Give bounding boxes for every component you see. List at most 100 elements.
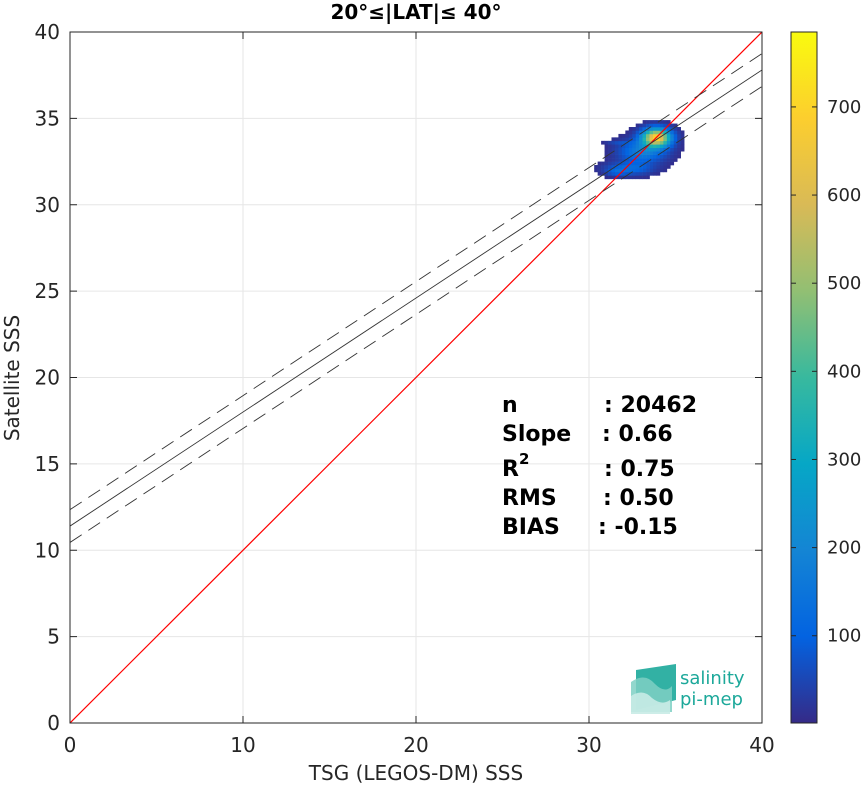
density-cell bbox=[670, 144, 675, 149]
density-cell bbox=[673, 127, 678, 131]
density-cell bbox=[608, 140, 612, 145]
density-cell bbox=[639, 154, 643, 159]
density-cell bbox=[659, 123, 664, 128]
density-cell bbox=[608, 175, 612, 180]
logo-wave-icon bbox=[631, 664, 676, 714]
density-cell bbox=[625, 130, 630, 135]
density-cell bbox=[649, 144, 654, 149]
stat-slope-label: Slope bbox=[502, 422, 571, 447]
density-cell bbox=[604, 151, 609, 155]
x-tick-label: 0 bbox=[64, 733, 77, 757]
density-cell bbox=[656, 171, 661, 176]
stat-r2-label: R bbox=[502, 457, 519, 482]
density-cell bbox=[663, 165, 668, 169]
density-cell bbox=[614, 161, 619, 166]
density-cell bbox=[635, 147, 640, 152]
density-cell bbox=[670, 130, 675, 135]
density-cell bbox=[680, 140, 685, 145]
density-cell bbox=[642, 123, 647, 128]
density-cell bbox=[663, 151, 668, 155]
density-cell bbox=[659, 165, 664, 169]
density-cell bbox=[635, 165, 640, 169]
density-cell bbox=[632, 147, 637, 152]
logo-line1: salinity bbox=[680, 668, 745, 689]
density-cell bbox=[649, 120, 654, 124]
density-cell bbox=[677, 127, 681, 131]
density-cell bbox=[656, 165, 661, 169]
density-cell bbox=[632, 175, 637, 180]
density-cell bbox=[608, 165, 612, 169]
density-cell bbox=[663, 137, 668, 142]
x-tick-label: 30 bbox=[576, 733, 601, 757]
density-cell bbox=[597, 161, 602, 166]
density-cell bbox=[673, 137, 678, 142]
density-cell bbox=[642, 151, 647, 155]
y-axis-ticks: 0 5 10 15 20 25 30 35 40 bbox=[35, 20, 762, 735]
density-cell bbox=[649, 158, 654, 162]
density-cell bbox=[625, 144, 630, 149]
density-cell bbox=[666, 161, 671, 166]
density-cell bbox=[614, 171, 619, 176]
density-cell bbox=[649, 165, 654, 169]
density-cell bbox=[666, 137, 671, 142]
y-tick-label: 10 bbox=[35, 538, 60, 562]
density-cell bbox=[677, 137, 681, 142]
density-cell bbox=[663, 161, 668, 166]
density-cell bbox=[639, 123, 643, 128]
density-cell bbox=[659, 147, 664, 152]
density-cell bbox=[597, 168, 602, 173]
density-cell bbox=[635, 158, 640, 162]
density-cell bbox=[628, 133, 633, 138]
density-cell bbox=[649, 168, 654, 173]
density-cell bbox=[666, 140, 671, 145]
density-cell bbox=[666, 130, 671, 135]
density-cell bbox=[608, 154, 612, 159]
density-cell bbox=[656, 168, 661, 173]
density-cell bbox=[670, 137, 675, 142]
density-cell bbox=[639, 127, 643, 131]
density-cell bbox=[611, 154, 616, 159]
density-cell bbox=[656, 151, 661, 155]
density-cell bbox=[628, 147, 633, 152]
density-cell bbox=[659, 151, 664, 155]
density-cell bbox=[621, 151, 626, 155]
colorbar-tick-label: 600 bbox=[827, 185, 861, 206]
density-cell bbox=[653, 151, 657, 155]
density-cell bbox=[646, 175, 650, 180]
density-cell bbox=[666, 154, 671, 159]
density-cell bbox=[653, 120, 657, 124]
density-cell bbox=[632, 161, 637, 166]
density-cell bbox=[673, 133, 678, 138]
density-cell bbox=[635, 127, 640, 131]
logo-line2: pi-mep bbox=[680, 689, 743, 710]
chart-title: 20°≤|LAT|≤ 40° bbox=[330, 0, 501, 24]
density-cell bbox=[642, 130, 647, 135]
density-cell bbox=[621, 137, 626, 142]
density-cell bbox=[642, 133, 647, 138]
x-tick-label: 10 bbox=[230, 733, 255, 757]
density-cell bbox=[649, 137, 654, 142]
density-cell bbox=[614, 144, 619, 149]
density-cell bbox=[656, 161, 661, 166]
density-cell bbox=[628, 130, 633, 135]
x-tick-label: 40 bbox=[749, 733, 774, 757]
density-cell bbox=[673, 158, 678, 162]
density-cell bbox=[632, 137, 637, 142]
density-cell bbox=[635, 140, 640, 145]
density-cell bbox=[659, 144, 664, 149]
colorbar-tick-label: 700 bbox=[827, 97, 861, 118]
density-cell bbox=[653, 171, 657, 176]
stat-rms-value: : 0.50 bbox=[603, 486, 674, 511]
density-cell bbox=[632, 144, 637, 149]
density-cell bbox=[632, 140, 637, 145]
density-cell bbox=[608, 158, 612, 162]
density-cell bbox=[649, 171, 654, 176]
density-cell bbox=[656, 144, 661, 149]
density-cell bbox=[632, 133, 637, 138]
density-cell bbox=[614, 137, 619, 142]
density-cell bbox=[628, 158, 633, 162]
density-cell bbox=[670, 140, 675, 145]
density-cell bbox=[621, 158, 626, 162]
density-cell bbox=[673, 154, 678, 159]
density-cell bbox=[646, 171, 650, 176]
